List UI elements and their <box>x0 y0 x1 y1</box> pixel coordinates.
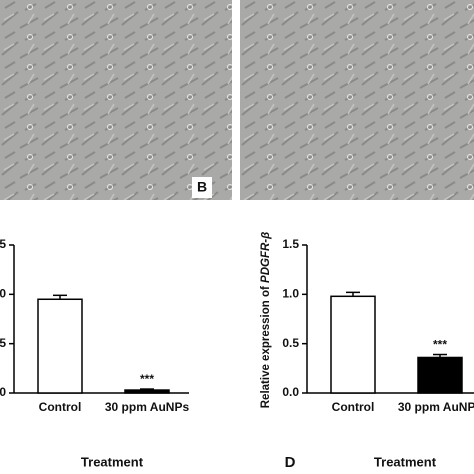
charts: 0.0 0.5 1.0 1.5 Control *** 30 ppm AuNPs Treatm… <box>0 232 474 469</box>
y-tick-label: 0.5 <box>0 336 6 350</box>
panel-label-box <box>192 177 212 198</box>
x-tick-label: Control <box>332 400 375 414</box>
x-axis-title: Treatment <box>81 454 144 469</box>
x-axis-title: Treatment <box>374 454 437 469</box>
y-axis-title: Relative expression of PDGFR-β <box>260 232 272 409</box>
y-tick-label: 1.0 <box>282 287 299 301</box>
bar <box>124 389 170 394</box>
micrograph-b <box>240 0 474 200</box>
x-tick-label: 30 ppm AuNPs <box>398 400 474 414</box>
y-tick-label: 1.5 <box>0 237 6 251</box>
y-tick-label: 0.0 <box>0 385 6 399</box>
x-tick-label: 30 ppm AuNPs <box>105 400 190 414</box>
x-tick-label: Control <box>39 400 82 414</box>
y-axis-title-gene: PDGFR-β <box>260 232 272 283</box>
panel-label: D <box>285 454 296 471</box>
y-tick-label: 1.0 <box>0 287 6 301</box>
y-tick-label: 0.5 <box>282 336 299 350</box>
significance: *** <box>433 338 447 352</box>
y-axis-title-text: Relative expression of <box>260 286 272 408</box>
y-tick-label: 0.0 <box>282 385 299 399</box>
bar <box>417 356 463 394</box>
y-tick-label: 1.5 <box>282 237 299 251</box>
bar <box>37 298 83 394</box>
micrograph-a <box>0 0 232 200</box>
panel-label: B <box>197 179 207 195</box>
bar <box>330 295 376 394</box>
significance: *** <box>140 372 154 386</box>
